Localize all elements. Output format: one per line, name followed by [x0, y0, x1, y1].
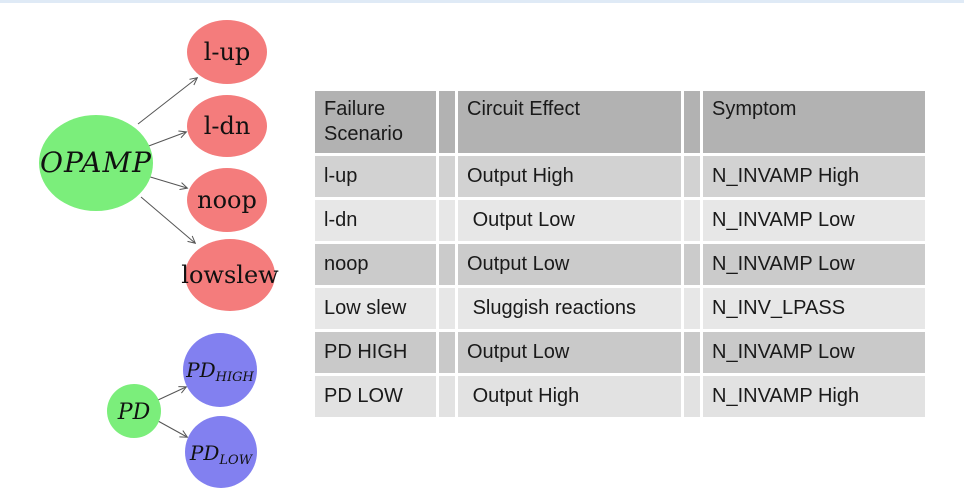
opamp-arrows: [137, 78, 197, 243]
spacer-cell: [439, 244, 455, 285]
cell-scenario: l-dn: [315, 200, 436, 241]
spacer-cell: [684, 200, 700, 241]
pd-low-label: PDLOW: [189, 441, 254, 468]
header-circuit-effect: Circuit Effect: [458, 91, 681, 153]
pd-high-label: PDHIGH: [185, 358, 254, 385]
pd-low-sub: LOW: [218, 453, 253, 468]
cell-symptom: N_INVAMP High: [703, 156, 925, 197]
pd-node: PD: [107, 384, 161, 438]
pd-high-sub: HIGH: [215, 370, 255, 385]
cell-symptom: N_INVAMP Low: [703, 244, 925, 285]
opamp-label: OPAMP: [40, 146, 152, 179]
spacer-cell: [439, 288, 455, 329]
noop-label: noop: [197, 186, 257, 214]
pd-circle: [107, 384, 161, 438]
pd-high-node: PDHIGH: [183, 333, 257, 407]
cell-effect: Output High: [458, 376, 681, 417]
header-spacer-1: [439, 91, 455, 153]
header-failure-scenario: Failure Scenario: [315, 91, 436, 153]
fault-tree-diagram: OPAMP l-up l-dn noop lowslew PD PDHIGH: [39, 20, 279, 488]
header-symptom: Symptom: [703, 91, 925, 153]
spacer-cell: [439, 200, 455, 241]
cell-symptom: N_INVAMP Low: [703, 332, 925, 373]
header-spacer-2: [684, 91, 700, 153]
pd-arrows: [157, 387, 187, 437]
ldn-label: l-dn: [204, 112, 251, 140]
cell-symptom: N_INV_LPASS: [703, 288, 925, 329]
cell-scenario: l-up: [315, 156, 436, 197]
lowslew-ellipse: [185, 239, 275, 311]
arrow-pd-high: [157, 387, 186, 401]
ldn-node: l-dn: [187, 95, 267, 157]
noop-node: noop: [187, 168, 267, 232]
lup-label: l-up: [204, 38, 251, 66]
pd-low-node: PDLOW: [185, 416, 257, 488]
pd-high-circle: [183, 333, 257, 407]
lup-node: l-up: [187, 20, 267, 84]
arrow-opamp-noop: [146, 175, 187, 188]
cell-effect: Output Low: [458, 244, 681, 285]
top-edge-strip: [0, 0, 964, 3]
spacer-cell: [439, 376, 455, 417]
lowslew-node: lowslew: [181, 239, 279, 311]
spacer-cell: [684, 156, 700, 197]
cell-effect: Output Low: [458, 200, 681, 241]
ldn-ellipse: [187, 95, 267, 157]
cell-scenario: Low slew: [315, 288, 436, 329]
spacer-cell: [684, 376, 700, 417]
arrow-pd-low: [157, 420, 187, 437]
cell-symptom: N_INVAMP Low: [703, 200, 925, 241]
cell-symptom: N_INVAMP High: [703, 376, 925, 417]
arrow-opamp-lup: [137, 78, 197, 125]
spacer-cell: [684, 288, 700, 329]
cell-effect: Sluggish reactions: [458, 288, 681, 329]
pd-low-circle: [185, 416, 257, 488]
arrow-opamp-ldn: [145, 132, 186, 148]
spacer-cell: [439, 156, 455, 197]
spacer-cell: [439, 332, 455, 373]
cell-effect: Output Low: [458, 332, 681, 373]
arrow-opamp-lowslew: [140, 196, 195, 243]
opamp-ellipse: [39, 115, 153, 211]
pd-high-base: PD: [185, 358, 216, 382]
pd-label: PD: [117, 400, 151, 425]
failure-table: Failure Scenario Circuit Effect Symptom …: [315, 91, 925, 417]
cell-scenario: PD HIGH: [315, 332, 436, 373]
lup-ellipse: [187, 20, 267, 84]
opamp-node: OPAMP: [39, 115, 153, 211]
pd-low-base: PD: [189, 441, 220, 465]
cell-scenario: noop: [315, 244, 436, 285]
cell-scenario: PD LOW: [315, 376, 436, 417]
spacer-cell: [684, 332, 700, 373]
spacer-cell: [684, 244, 700, 285]
lowslew-label: lowslew: [181, 261, 279, 289]
noop-ellipse: [187, 168, 267, 232]
cell-effect: Output High: [458, 156, 681, 197]
